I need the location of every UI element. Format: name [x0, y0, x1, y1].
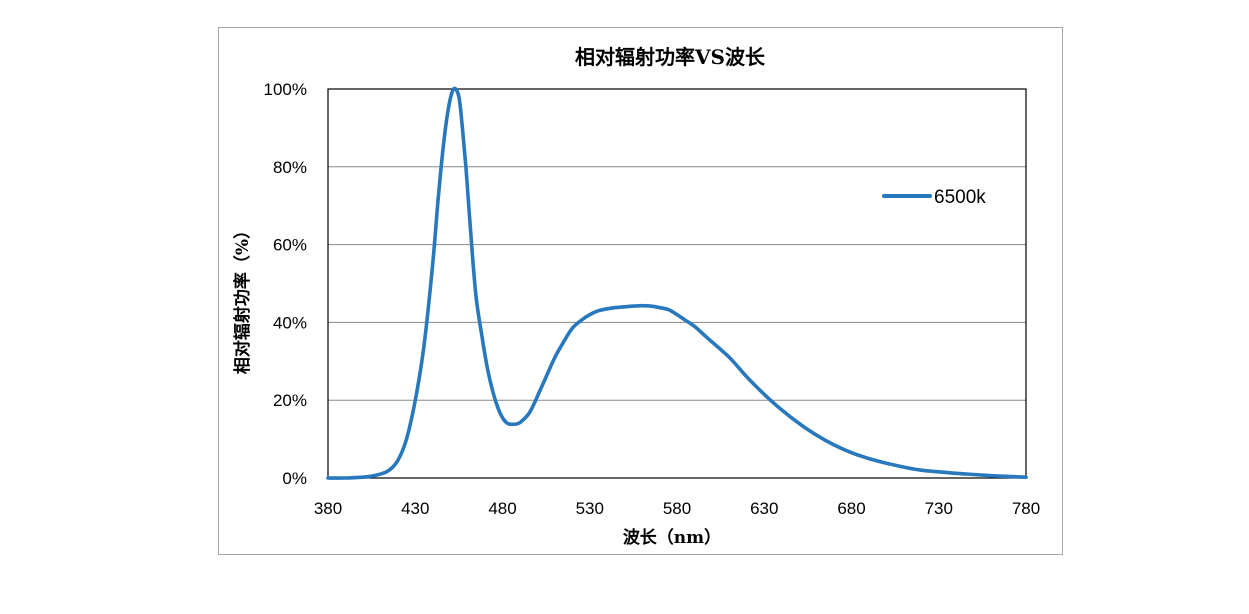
x-tick-label: 730 — [925, 499, 953, 518]
y-tick-label: 80% — [273, 158, 307, 177]
y-tick-label: 100% — [264, 80, 307, 99]
y-axis-title: 相对辐射功率（%） — [232, 222, 253, 374]
x-tick-label: 380 — [314, 499, 342, 518]
y-tick-label: 60% — [273, 236, 307, 255]
series-line-6500k — [326, 86, 1028, 480]
x-tick-label: 680 — [837, 499, 865, 518]
x-tick-label: 430 — [401, 499, 429, 518]
x-axis-title: 波长（nm） — [623, 527, 721, 548]
legend: 6500k — [882, 187, 986, 208]
x-tick-label: 630 — [750, 499, 778, 518]
legend-label-6500k: 6500k — [934, 187, 986, 208]
x-tick-label: 580 — [663, 499, 691, 518]
x-tick-label: 480 — [488, 499, 516, 518]
x-axis-tick-labels: 380 430 480 530 580 630 680 730 780 — [314, 499, 1040, 518]
x-tick-label: 530 — [576, 499, 604, 518]
chart-title: 相对辐射功率VS波长 — [575, 45, 766, 69]
x-tick-label: 780 — [1012, 499, 1040, 518]
y-tick-label: 40% — [273, 313, 307, 332]
y-tick-label: 0% — [282, 469, 307, 488]
gridlines — [328, 166, 1026, 401]
chart-frame — [218, 27, 1063, 555]
y-tick-label: 20% — [273, 391, 307, 410]
y-axis-tick-labels: 0% 20% 40% 60% 80% 100% — [264, 80, 307, 488]
series-layer — [326, 86, 1028, 480]
plot-area — [327, 88, 1027, 479]
